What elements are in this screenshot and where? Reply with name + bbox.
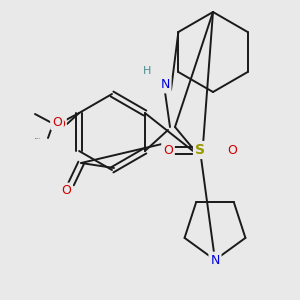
Text: O: O [163,143,173,157]
Text: N: N [160,79,170,92]
Text: O: O [55,118,65,130]
Text: H: H [143,66,151,76]
Text: N: N [210,254,220,266]
Text: O: O [227,143,237,157]
Text: methoxy: methoxy [35,137,41,139]
Text: methoxy: methoxy [30,134,36,135]
Text: S: S [195,143,205,157]
Text: O: O [61,184,71,197]
Text: O: O [52,116,62,128]
